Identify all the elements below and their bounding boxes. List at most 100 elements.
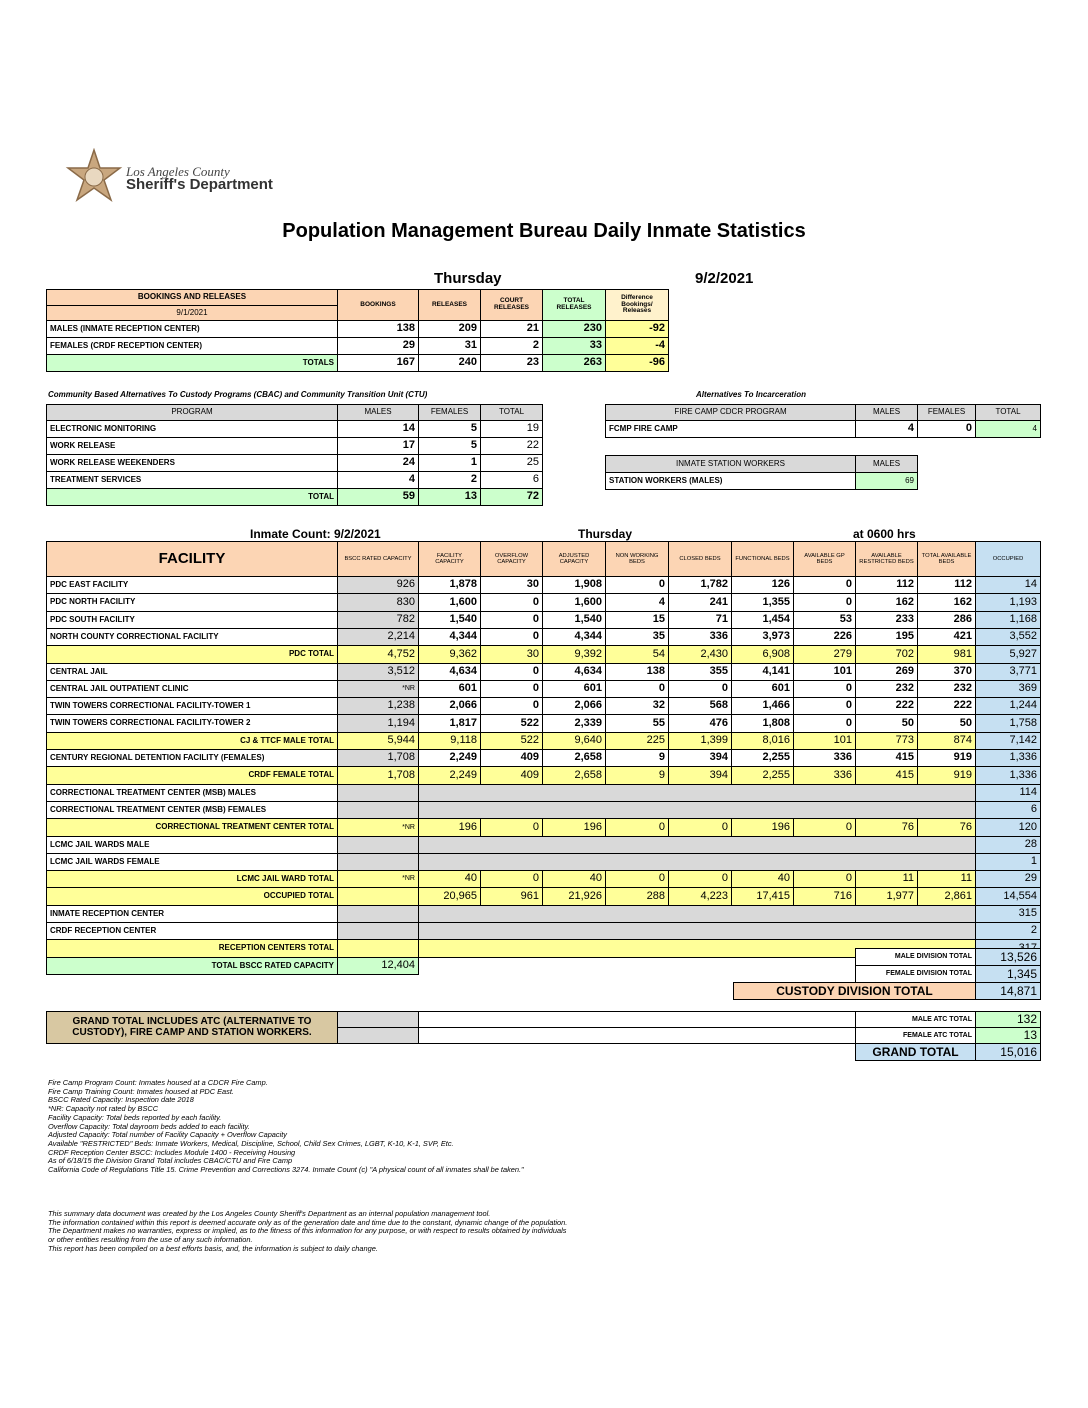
value-cell: 4	[337, 471, 419, 489]
value-cell: 14	[337, 420, 419, 438]
footnote: As of 6/18/15 the Division Grand Total i…	[48, 1156, 293, 1166]
value-cell: 288	[605, 887, 669, 906]
value-cell: 29	[337, 337, 419, 355]
value-cell: 28	[975, 836, 1041, 854]
header-cell: MALES	[855, 404, 918, 421]
value-cell: 394	[668, 749, 732, 767]
value-cell: 0	[480, 818, 543, 837]
value-cell: 0	[480, 628, 543, 646]
value-cell: 926	[337, 576, 419, 594]
value-cell: 196	[418, 818, 481, 837]
value-cell: 4	[605, 593, 669, 612]
value-cell: 232	[917, 680, 976, 698]
row-label: TOTAL BSCC RATED CAPACITY	[46, 957, 338, 975]
value-cell: 961	[480, 887, 543, 906]
value-cell: 415	[855, 749, 918, 767]
value-cell: 286	[917, 611, 976, 629]
value-cell: 981	[917, 645, 976, 664]
header-cell: OVERFLOW CAPACITY	[480, 541, 543, 577]
header-cell: OCCUPIED	[975, 541, 1041, 577]
value-cell: 269	[855, 663, 918, 681]
value-cell: 2,658	[542, 766, 606, 785]
day: Thursday	[434, 270, 502, 287]
blank-cell	[337, 1027, 419, 1044]
row-label: RECEPTION CENTERS TOTAL	[46, 939, 338, 958]
header-cell: FEMALES	[418, 404, 481, 421]
value-cell: 232	[855, 680, 918, 698]
value-cell: 3,512	[337, 663, 419, 681]
blank-cell	[337, 836, 419, 854]
header-cell: COURT RELEASES	[480, 289, 543, 321]
agency-line1: Los Angeles County	[126, 164, 230, 179]
value-cell: 29	[975, 870, 1041, 888]
cbac-title: Community Based Alternatives To Custody …	[48, 390, 428, 399]
row-label: TOTALS	[46, 354, 338, 372]
header-cell: FUNCTIONAL BEDS	[731, 541, 794, 577]
value-cell: 476	[668, 714, 732, 733]
header-cell: TOTAL RELEASES	[542, 289, 606, 321]
value-cell: 0	[480, 697, 543, 715]
value-cell: 336	[793, 766, 856, 785]
value-cell: 9,118	[418, 732, 481, 750]
header-cell: ADJUSTED CAPACITY	[542, 541, 606, 577]
value-cell: 1,454	[731, 611, 794, 629]
header-cell: AVAILABLE RESTRICTED BEDS	[855, 541, 918, 577]
header-cell: AVAILABLE GP BEDS	[793, 541, 856, 577]
row-label: CORRECTIONAL TREATMENT CENTER (MSB) MALE…	[46, 784, 338, 802]
value-cell: 716	[793, 887, 856, 906]
footnote: Available "RESTRICTED" Beds: Inmate Work…	[48, 1138, 454, 1148]
value-cell: 233	[855, 611, 918, 629]
value-cell: 114	[975, 784, 1041, 802]
sheriff-star-logo	[65, 148, 123, 202]
agency-line2: Sheriff's Department	[126, 176, 273, 193]
row-label: CUSTODY DIVISION TOTAL	[733, 982, 976, 1000]
blank-cell	[337, 1011, 419, 1028]
disclaimer-line: This report has been compiled on a best …	[48, 1243, 378, 1253]
value-cell: 1,600	[542, 593, 606, 612]
value-cell: 0	[793, 593, 856, 612]
blank-cell	[418, 1011, 856, 1028]
row-label: ELECTRONIC MONITORING	[46, 420, 338, 438]
value-cell: 53	[793, 611, 856, 629]
value-cell: 4	[975, 420, 1041, 438]
value-cell: 919	[917, 749, 976, 767]
footnote: Facility Capacity: Total beds reported b…	[48, 1112, 222, 1122]
value-cell: 162	[917, 593, 976, 612]
value-cell: 6	[480, 471, 543, 489]
value-cell: 601	[731, 680, 794, 698]
value-cell: 0	[793, 680, 856, 698]
value-cell: 226	[793, 628, 856, 646]
value-cell: 17	[337, 437, 419, 455]
disclaimer-line: The information contained within this re…	[48, 1217, 568, 1227]
value-cell: 0	[480, 870, 543, 888]
value-cell: 120	[975, 818, 1041, 837]
blank-cell	[337, 853, 419, 871]
value-cell: 101	[793, 663, 856, 681]
value-cell: 4,344	[542, 628, 606, 646]
footnote: Adjusted Capacity: Total number of Facil…	[48, 1130, 288, 1140]
value-cell: 17,415	[731, 887, 794, 906]
value-cell: 0	[480, 611, 543, 629]
row-label: TREATMENT SERVICES	[46, 471, 338, 489]
value-cell: 702	[855, 645, 918, 664]
value-cell: 3,552	[975, 628, 1041, 646]
value-cell: 421	[917, 628, 976, 646]
value-cell: 3,973	[731, 628, 794, 646]
blank-cell	[337, 784, 419, 802]
value-cell: 72	[480, 488, 543, 506]
value-cell: 5,944	[337, 732, 419, 750]
value-cell: 522	[480, 732, 543, 750]
value-cell: 0	[605, 870, 669, 888]
blank-cell	[337, 801, 419, 819]
value-cell: 162	[855, 593, 918, 612]
value-cell: 13	[975, 1027, 1041, 1044]
value-cell: 1,708	[337, 749, 419, 767]
value-cell: 35	[605, 628, 669, 646]
value-cell: 2,066	[542, 697, 606, 715]
value-cell: 21,926	[542, 887, 606, 906]
blank-cell	[418, 836, 976, 854]
value-cell: 0	[668, 870, 732, 888]
value-cell: 415	[855, 766, 918, 785]
count-time: at 0600 hrs	[853, 527, 916, 541]
